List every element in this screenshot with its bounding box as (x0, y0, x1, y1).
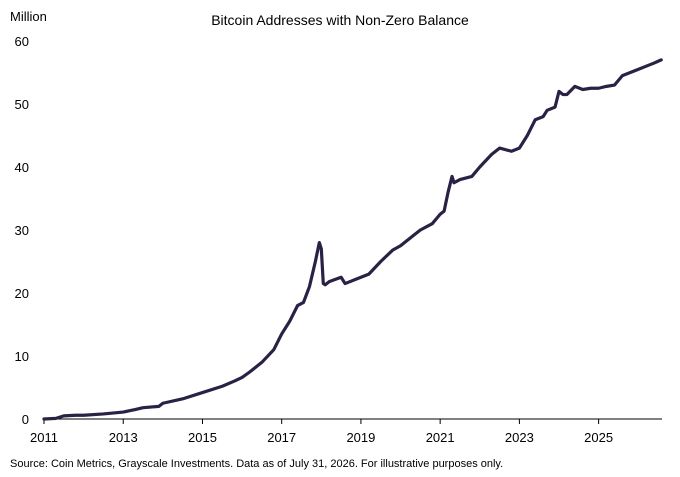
y-tick-label: 10 (15, 349, 29, 364)
y-tick-label: 0 (22, 412, 29, 427)
y-tick-label: 40 (15, 160, 29, 175)
x-tick-label: 2011 (30, 430, 58, 445)
x-axis-ticks: 2011 2013 2015 2017 2019 2021 2023 2025 (30, 419, 613, 445)
series-group (42, 58, 663, 421)
y-axis-ticks: 0 10 20 30 40 50 60 (15, 34, 29, 427)
source-note: Source: Coin Metrics, Grayscale Investme… (10, 458, 503, 470)
y-axis-unit-label: Million (10, 9, 47, 24)
x-tick-label: 2021 (426, 430, 455, 445)
x-tick-label: 2015 (188, 430, 217, 445)
x-tick-label: 2025 (584, 430, 613, 445)
y-tick-label: 30 (15, 223, 29, 238)
y-tick-label: 50 (15, 97, 29, 112)
series-line-0 (42, 58, 663, 421)
y-tick-label: 60 (15, 34, 29, 49)
x-tick-label: 2019 (346, 430, 375, 445)
x-tick-label: 2017 (267, 430, 296, 445)
y-tick-label: 20 (15, 286, 29, 301)
chart-title: Bitcoin Addresses with Non-Zero Balance (211, 12, 469, 28)
x-tick-label: 2023 (505, 430, 534, 445)
x-tick-label: 2013 (109, 430, 138, 445)
